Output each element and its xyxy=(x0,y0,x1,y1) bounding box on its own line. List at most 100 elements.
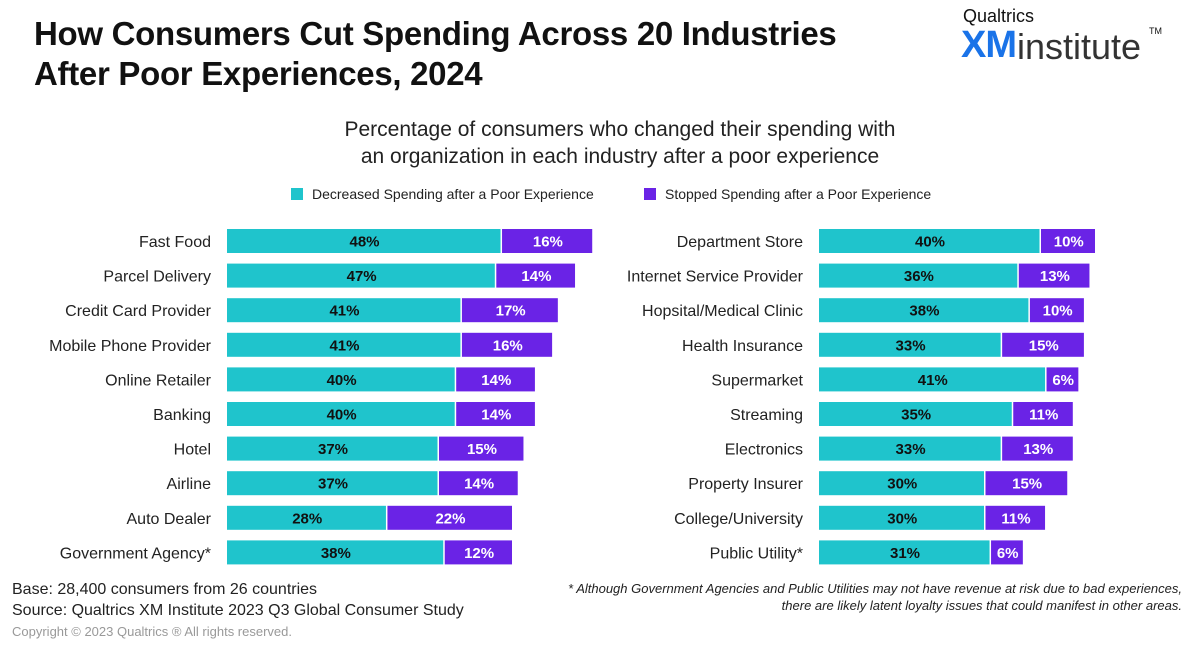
bar-decreased-online-retailer xyxy=(227,367,455,392)
bar-decreased-college-university xyxy=(819,505,984,530)
value-decreased-department-store: 40% xyxy=(915,234,945,251)
value-stopped-hopsital-medical-clinic: 10% xyxy=(1043,303,1073,320)
bar-decreased-public-utility xyxy=(819,540,990,565)
chart-subtitle: Percentage of consumers who changed thei… xyxy=(0,116,1200,170)
bar-decreased-credit-card-provider xyxy=(227,298,461,323)
value-stopped-college-university: 11% xyxy=(1001,510,1030,527)
value-decreased-hopsital-medical-clinic: 38% xyxy=(909,303,939,320)
category-label-online-retailer: Online Retailer xyxy=(105,372,212,389)
footer-base: Base: 28,400 consumers from 26 countries xyxy=(12,581,318,598)
value-stopped-department-store: 10% xyxy=(1054,234,1084,251)
bar-stopped-auto-dealer xyxy=(387,505,512,530)
bar-stopped-college-university xyxy=(985,505,1046,530)
legend-swatch-stopped xyxy=(644,188,656,200)
bar-stopped-fast-food xyxy=(502,229,593,253)
bar-stopped-property-insurer xyxy=(985,471,1068,496)
footnote: * Although Government Agencies and Publi… xyxy=(568,580,1182,614)
category-label-health-insurance: Health Insurance xyxy=(682,338,803,355)
category-label-supermarket: Supermarket xyxy=(711,372,803,389)
value-decreased-supermarket: 41% xyxy=(918,372,948,389)
bar-decreased-fast-food xyxy=(227,229,501,253)
bar-decreased-auto-dealer xyxy=(227,505,386,530)
value-decreased-college-university: 30% xyxy=(887,510,917,527)
value-stopped-health-insurance: 15% xyxy=(1029,337,1059,354)
value-stopped-government-agency: 12% xyxy=(464,545,494,562)
bar-decreased-streaming xyxy=(819,402,1012,426)
category-label-banking: Banking xyxy=(153,407,211,424)
category-label-property-insurer: Property Insurer xyxy=(688,476,803,493)
value-decreased-government-agency: 38% xyxy=(321,545,351,562)
footer-copyright: Copyright © 2023 Qualtrics ® All rights … xyxy=(12,624,292,639)
bar-decreased-mobile-phone-provider xyxy=(227,332,461,357)
category-label-auto-dealer: Auto Dealer xyxy=(127,511,212,528)
value-stopped-internet-service-provider: 13% xyxy=(1040,268,1070,285)
legend-swatch-decreased xyxy=(291,188,303,200)
bar-decreased-internet-service-provider xyxy=(819,263,1018,288)
value-stopped-streaming: 11% xyxy=(1029,407,1058,424)
category-label-department-store: Department Store xyxy=(677,234,803,251)
bar-decreased-government-agency xyxy=(227,540,444,565)
bar-stopped-credit-card-provider xyxy=(461,298,558,323)
logo-word: institute xyxy=(1017,26,1142,67)
bar-decreased-department-store xyxy=(819,229,1040,253)
value-decreased-hotel: 37% xyxy=(318,441,348,458)
logo-xm: XM xyxy=(961,24,1017,66)
category-label-mobile-phone-provider: Mobile Phone Provider xyxy=(49,338,212,355)
value-decreased-auto-dealer: 28% xyxy=(292,510,322,527)
value-decreased-health-insurance: 33% xyxy=(896,337,926,354)
category-label-credit-card-provider: Credit Card Provider xyxy=(65,303,212,320)
category-label-parcel-delivery: Parcel Delivery xyxy=(103,269,211,286)
value-decreased-fast-food: 48% xyxy=(350,234,380,251)
bar-decreased-hopsital-medical-clinic xyxy=(819,298,1029,323)
bar-stopped-public-utility xyxy=(991,540,1023,565)
bar-decreased-property-insurer xyxy=(819,471,984,496)
title-line-1: How Consumers Cut Spending Across 20 Ind… xyxy=(34,15,837,52)
page-title: How Consumers Cut Spending Across 20 Ind… xyxy=(34,14,837,94)
bar-decreased-parcel-delivery xyxy=(227,263,495,288)
value-decreased-parcel-delivery: 47% xyxy=(347,268,377,285)
bar-stopped-hopsital-medical-clinic xyxy=(1029,298,1084,323)
footnote-line-2: there are likely latent loyalty issues t… xyxy=(781,598,1182,613)
bar-stopped-streaming xyxy=(1013,402,1073,426)
bar-decreased-health-insurance xyxy=(819,332,1001,357)
value-stopped-banking: 14% xyxy=(481,407,511,424)
logo-tm: TM xyxy=(1149,26,1162,36)
category-label-college-university: College/University xyxy=(674,511,803,528)
value-stopped-airline: 14% xyxy=(464,476,494,493)
bar-stopped-department-store xyxy=(1041,229,1095,253)
bar-stopped-internet-service-provider xyxy=(1018,263,1090,288)
footnote-line-1: * Although Government Agencies and Publi… xyxy=(568,581,1182,596)
value-decreased-public-utility: 31% xyxy=(890,545,920,562)
category-label-government-agency: Government Agency* xyxy=(60,545,211,562)
bar-stopped-electronics xyxy=(1002,436,1073,461)
footer-source: Source: Qualtrics XM Institute 2023 Q3 G… xyxy=(12,602,464,619)
bar-stopped-parcel-delivery xyxy=(496,263,576,288)
value-stopped-parcel-delivery: 14% xyxy=(521,268,551,285)
qualtrics-xm-institute-logo: Qualtrics XM institute TM xyxy=(957,6,1162,67)
bar-decreased-banking xyxy=(227,402,455,426)
value-decreased-mobile-phone-provider: 41% xyxy=(329,337,359,354)
legend-item-stopped: Stopped Spending after a Poor Experience xyxy=(644,186,931,202)
category-label-electronics: Electronics xyxy=(725,442,803,459)
bar-decreased-airline xyxy=(227,471,438,496)
value-decreased-internet-service-provider: 36% xyxy=(904,268,934,285)
bar-stopped-airline xyxy=(439,471,518,496)
legend-label-decreased: Decreased Spending after a Poor Experien… xyxy=(312,186,594,202)
bar-decreased-electronics xyxy=(819,436,1001,461)
category-label-hopsital-medical-clinic: Hopsital/Medical Clinic xyxy=(642,303,803,320)
value-decreased-streaming: 35% xyxy=(901,407,931,424)
value-decreased-online-retailer: 40% xyxy=(327,372,357,389)
value-decreased-credit-card-provider: 41% xyxy=(329,303,359,320)
bar-stopped-online-retailer xyxy=(456,367,535,392)
value-stopped-online-retailer: 14% xyxy=(481,372,511,389)
category-label-airline: Airline xyxy=(167,476,212,493)
subtitle-line-1: Percentage of consumers who changed thei… xyxy=(344,118,896,141)
legend-item-decreased: Decreased Spending after a Poor Experien… xyxy=(291,186,594,202)
title-line-2: After Poor Experiences, 2024 xyxy=(34,55,483,92)
bar-stopped-banking xyxy=(456,402,535,426)
category-label-streaming: Streaming xyxy=(730,407,803,424)
bar-stopped-health-insurance xyxy=(1002,332,1084,357)
value-decreased-airline: 37% xyxy=(318,476,348,493)
value-stopped-mobile-phone-provider: 16% xyxy=(493,337,523,354)
